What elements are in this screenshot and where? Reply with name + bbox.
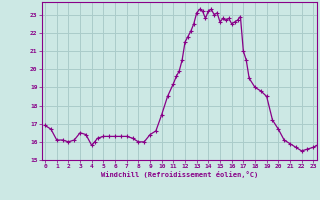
X-axis label: Windchill (Refroidissement éolien,°C): Windchill (Refroidissement éolien,°C)	[100, 171, 258, 178]
